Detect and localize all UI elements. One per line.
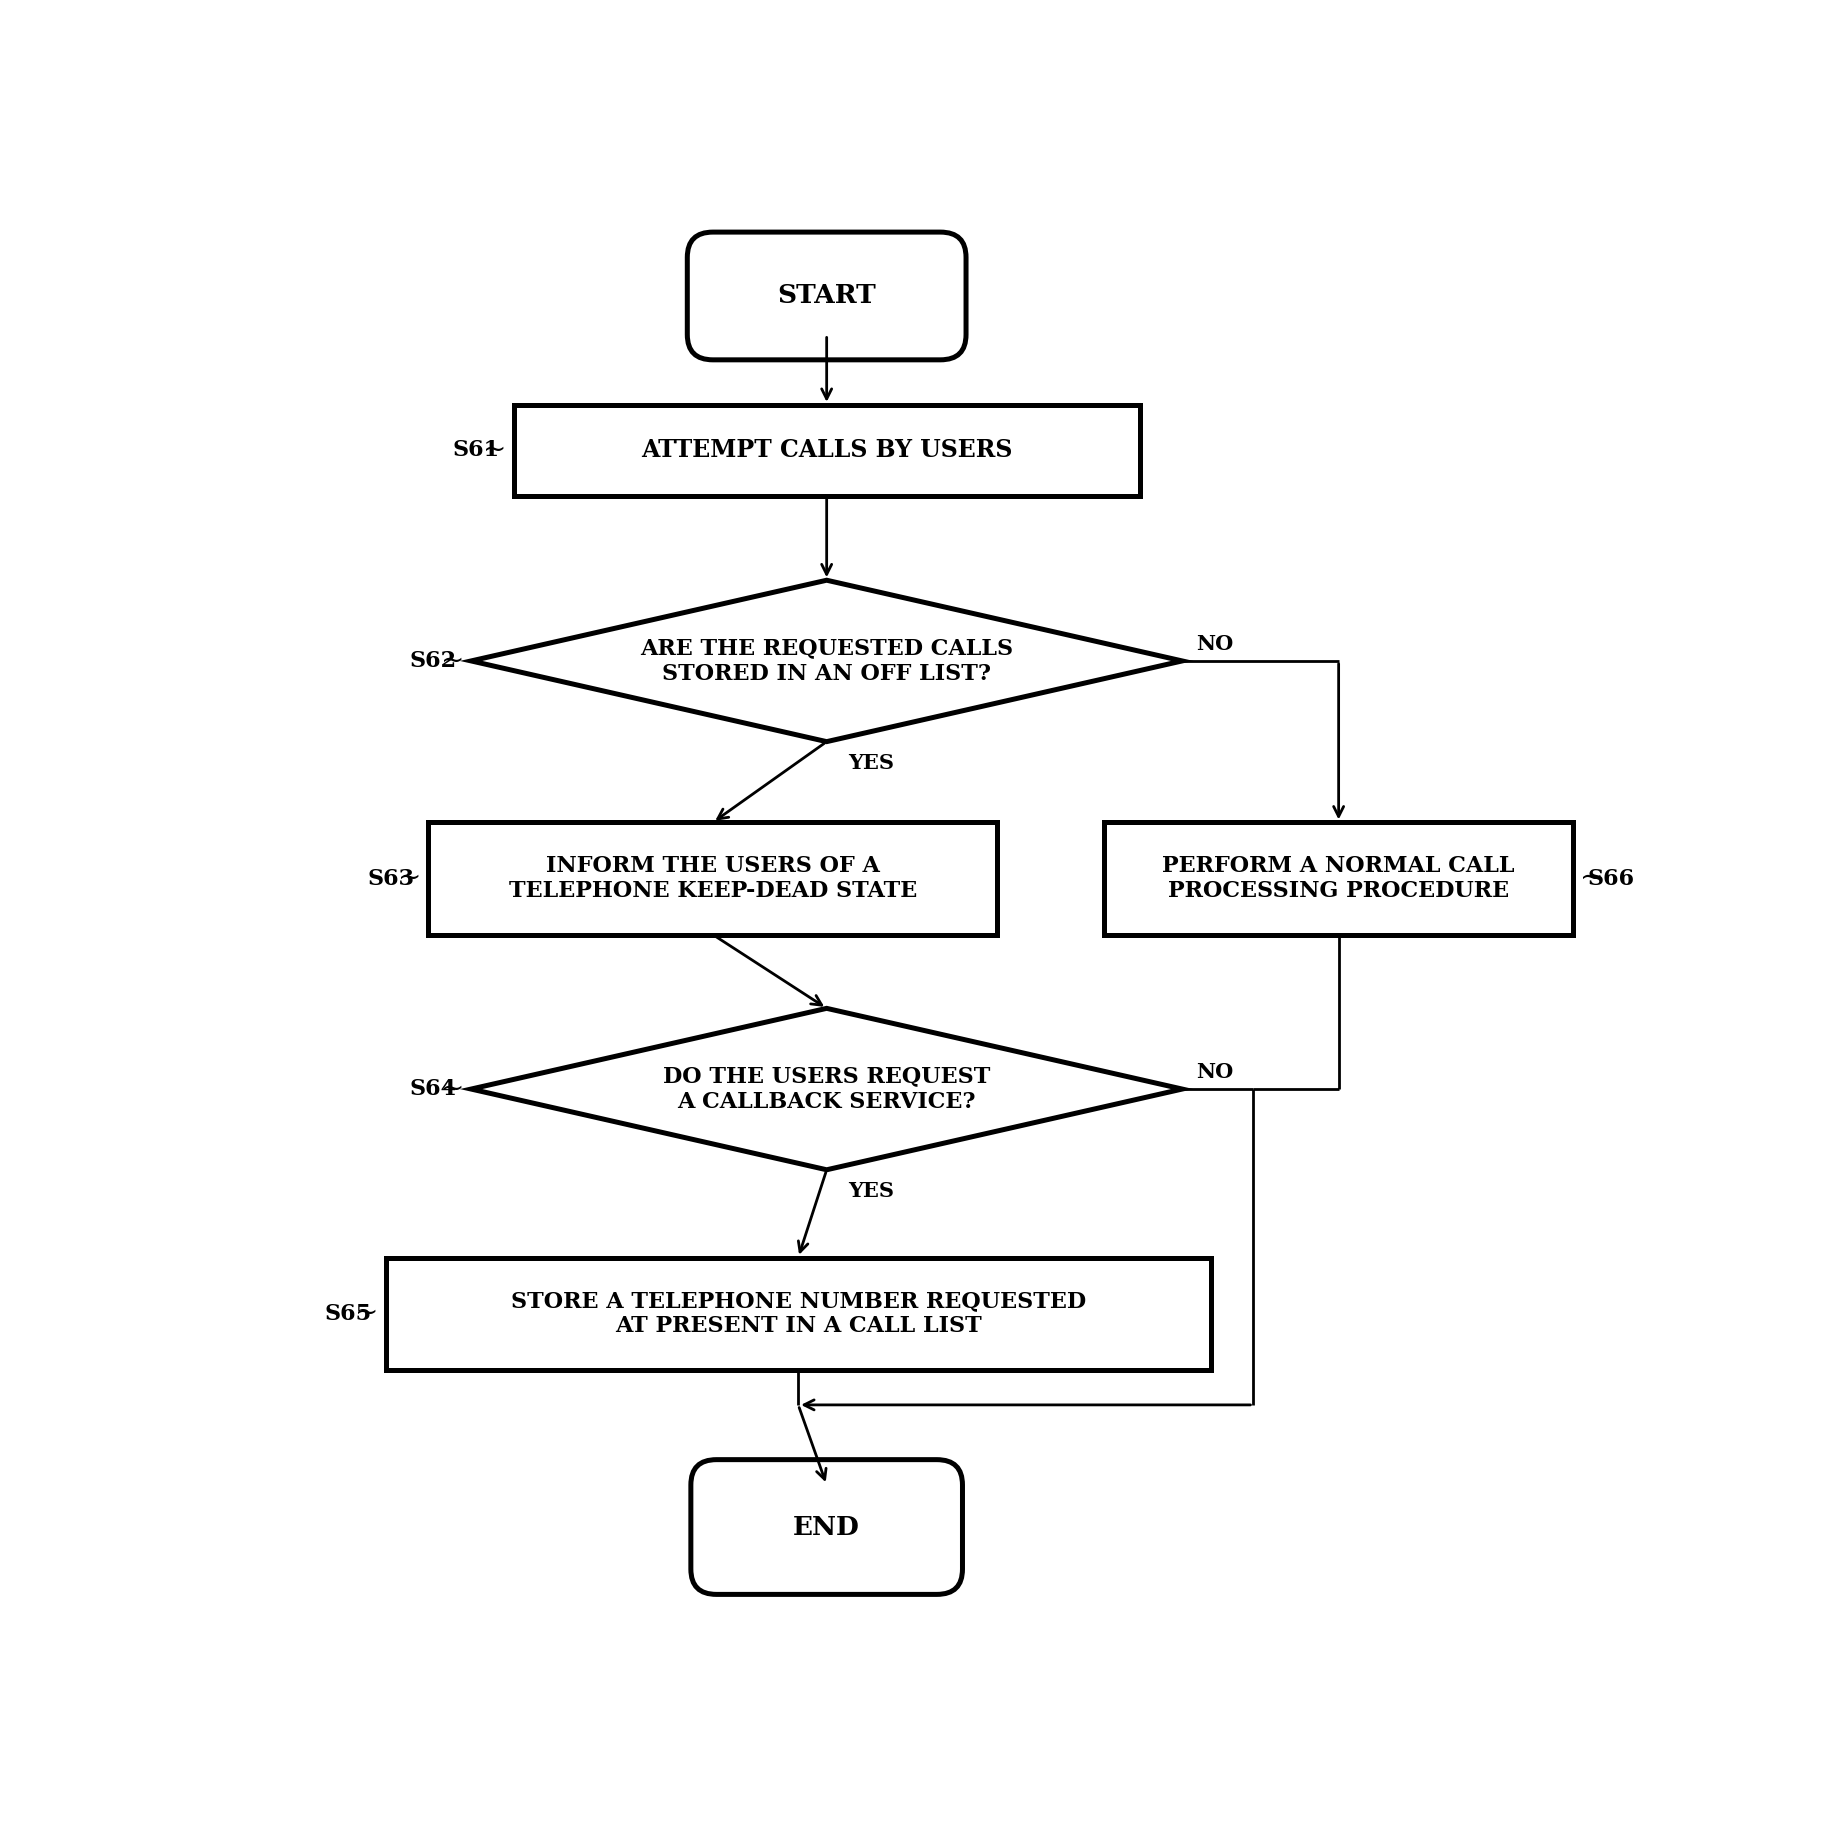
Text: START: START [778, 283, 875, 308]
Text: END: END [793, 1515, 861, 1539]
Text: INFORM THE USERS OF A
TELEPHONE KEEP-DEAD STATE: INFORM THE USERS OF A TELEPHONE KEEP-DEA… [508, 855, 918, 902]
Text: S65: S65 [325, 1303, 371, 1325]
Text: ~: ~ [398, 864, 422, 891]
Text: STORE A TELEPHONE NUMBER REQUESTED
AT PRESENT IN A CALL LIST: STORE A TELEPHONE NUMBER REQUESTED AT PR… [510, 1291, 1086, 1338]
Text: ~: ~ [1580, 864, 1604, 891]
Text: NO: NO [1196, 634, 1233, 654]
Text: DO THE USERS REQUEST
A CALLBACK SERVICE?: DO THE USERS REQUEST A CALLBACK SERVICE? [662, 1065, 991, 1112]
Bar [429, 822, 998, 935]
Bar [1105, 822, 1573, 935]
Text: PERFORM A NORMAL CALL
PROCESSING PROCEDURE: PERFORM A NORMAL CALL PROCESSING PROCEDU… [1162, 855, 1516, 902]
Text: YES: YES [848, 1181, 894, 1201]
Bar [514, 405, 1140, 496]
Text: ATTEMPT CALLS BY USERS: ATTEMPT CALLS BY USERS [640, 438, 1013, 463]
Bar [385, 1258, 1211, 1369]
Text: S61: S61 [453, 439, 499, 461]
Text: ~: ~ [440, 647, 464, 675]
Text: YES: YES [848, 753, 894, 773]
Text: ~: ~ [483, 438, 506, 463]
Text: S63: S63 [367, 868, 415, 890]
Text: NO: NO [1196, 1063, 1233, 1083]
Text: ~: ~ [356, 1300, 378, 1327]
Text: S62: S62 [409, 651, 457, 673]
Text: ARE THE REQUESTED CALLS
STORED IN AN OFF LIST?: ARE THE REQUESTED CALLS STORED IN AN OFF… [640, 638, 1013, 685]
Text: S64: S64 [409, 1077, 457, 1099]
Text: S66: S66 [1587, 868, 1635, 890]
Text: ~: ~ [440, 1076, 464, 1103]
